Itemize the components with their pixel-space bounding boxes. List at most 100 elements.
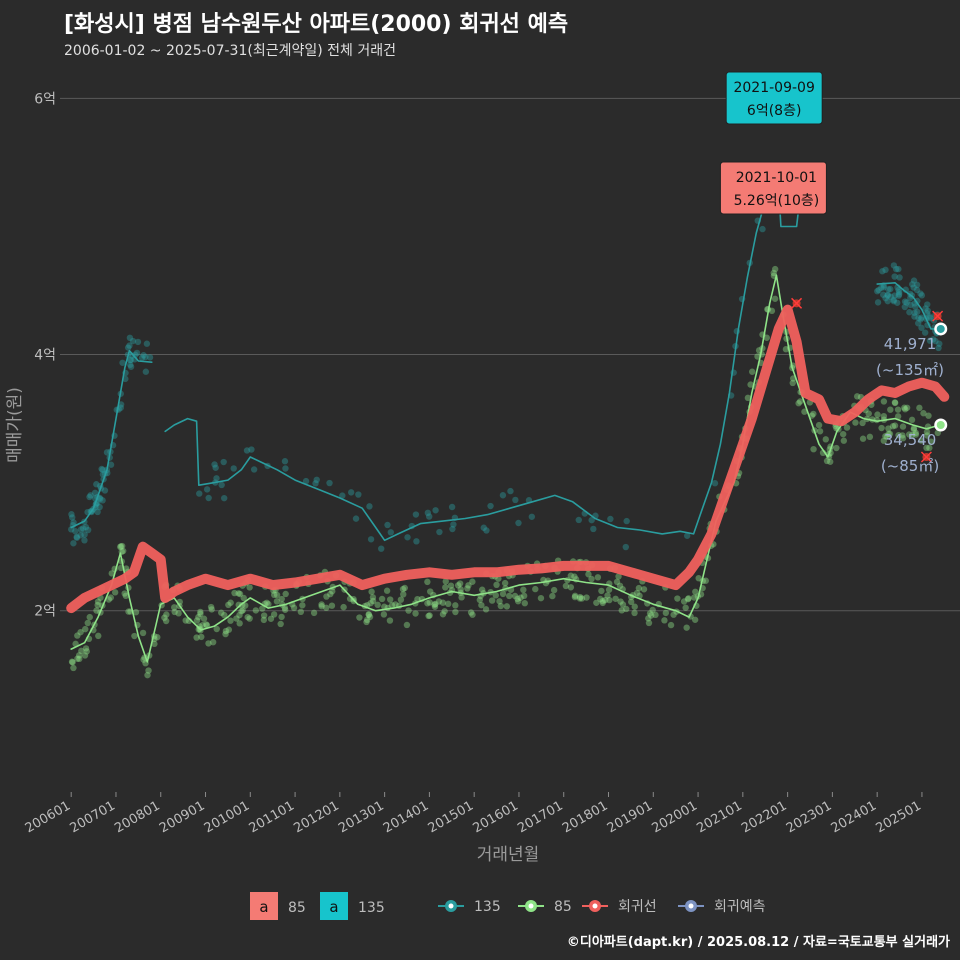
x-tick-label: 202101 bbox=[694, 798, 744, 836]
deal-point bbox=[73, 533, 80, 541]
deal-point bbox=[138, 354, 146, 362]
deal-point bbox=[374, 601, 381, 609]
deal-point bbox=[72, 527, 79, 535]
deal-point bbox=[86, 493, 93, 501]
deal-point bbox=[369, 594, 377, 601]
deal-point bbox=[68, 658, 76, 665]
deal-point bbox=[323, 593, 330, 600]
deal-point bbox=[387, 529, 395, 536]
deal-point bbox=[93, 481, 100, 488]
deal-point bbox=[623, 517, 630, 525]
deal-point bbox=[683, 624, 690, 631]
deal-point bbox=[465, 582, 472, 589]
deal-point bbox=[209, 638, 217, 646]
deal-point bbox=[236, 611, 243, 619]
legend-box-letter: a bbox=[329, 898, 338, 916]
deal-point bbox=[221, 611, 228, 619]
x-tick-label: 201301 bbox=[336, 798, 386, 836]
deal-point bbox=[233, 615, 240, 622]
deal-point bbox=[96, 503, 103, 511]
deal-point bbox=[86, 613, 93, 621]
x-tick-label: 201001 bbox=[202, 798, 252, 836]
deal-point bbox=[171, 604, 178, 611]
deal-point bbox=[744, 394, 752, 402]
deal-point bbox=[910, 426, 918, 433]
deal-point bbox=[910, 277, 918, 284]
deal-point bbox=[562, 582, 570, 590]
deal-point bbox=[480, 524, 487, 531]
legend-line-label: 135 bbox=[474, 899, 501, 915]
deal-point bbox=[117, 543, 124, 551]
deal-point bbox=[140, 352, 147, 359]
deal-point bbox=[924, 301, 931, 308]
deal-point bbox=[205, 640, 212, 647]
deal-point bbox=[171, 608, 178, 616]
deal-point bbox=[70, 540, 77, 547]
deal-point bbox=[281, 604, 289, 611]
deal-point bbox=[125, 608, 132, 615]
deal-point bbox=[426, 599, 433, 606]
deal-point bbox=[575, 516, 582, 524]
deal-point bbox=[517, 594, 524, 601]
deal-point bbox=[77, 532, 84, 539]
deal-point bbox=[83, 648, 90, 655]
deal-point bbox=[69, 659, 76, 666]
deal-point bbox=[366, 503, 373, 510]
deal-point bbox=[879, 268, 886, 275]
deal-point bbox=[299, 602, 306, 609]
deal-point bbox=[302, 477, 310, 485]
deal-point bbox=[501, 579, 509, 587]
deal-point bbox=[273, 591, 281, 599]
deal-point bbox=[768, 307, 776, 315]
deal-point bbox=[445, 600, 452, 608]
deal-point bbox=[365, 611, 372, 618]
y-tick-label: 6억 bbox=[34, 91, 56, 107]
deal-point bbox=[887, 406, 894, 413]
deal-point bbox=[891, 292, 898, 299]
deal-point bbox=[218, 609, 225, 616]
legend-box-label: 85 bbox=[288, 900, 306, 916]
deal-point bbox=[640, 586, 648, 593]
deal-point bbox=[593, 599, 600, 606]
deal-point bbox=[920, 410, 927, 417]
deal-point bbox=[74, 632, 81, 639]
deal-point bbox=[129, 337, 137, 345]
deal-point bbox=[604, 592, 611, 599]
deal-point bbox=[340, 603, 347, 611]
deal-point bbox=[896, 288, 903, 296]
deal-point bbox=[236, 620, 243, 627]
deal-point bbox=[924, 307, 932, 314]
deal-point bbox=[70, 664, 77, 672]
x-tick-label: 201701 bbox=[515, 798, 565, 836]
deal-point bbox=[239, 607, 246, 614]
deal-point bbox=[892, 265, 900, 273]
deal-point bbox=[520, 592, 528, 600]
deal-point bbox=[442, 584, 449, 591]
deal-point bbox=[121, 590, 128, 597]
deal-point bbox=[512, 496, 519, 504]
deal-point bbox=[695, 574, 702, 582]
deal-point bbox=[425, 513, 433, 520]
deal-point bbox=[623, 605, 630, 613]
deal-point bbox=[895, 292, 902, 299]
deal-point bbox=[891, 273, 898, 280]
deal-point bbox=[151, 640, 158, 648]
deal-point bbox=[81, 652, 89, 659]
deal-point bbox=[926, 313, 933, 320]
deal-point bbox=[144, 671, 151, 679]
deal-point bbox=[142, 368, 150, 375]
deal-point bbox=[503, 603, 511, 610]
deal-point bbox=[456, 580, 464, 587]
deal-point bbox=[239, 601, 246, 609]
deal-point bbox=[661, 617, 668, 624]
deal-point bbox=[880, 291, 887, 298]
deal-point bbox=[381, 603, 388, 610]
deal-point bbox=[918, 324, 925, 331]
deal-point bbox=[932, 337, 939, 345]
deal-point bbox=[386, 617, 394, 624]
deal-point bbox=[452, 602, 459, 609]
deal-point bbox=[487, 502, 494, 510]
deal-point bbox=[782, 346, 790, 353]
deal-point bbox=[82, 523, 90, 531]
